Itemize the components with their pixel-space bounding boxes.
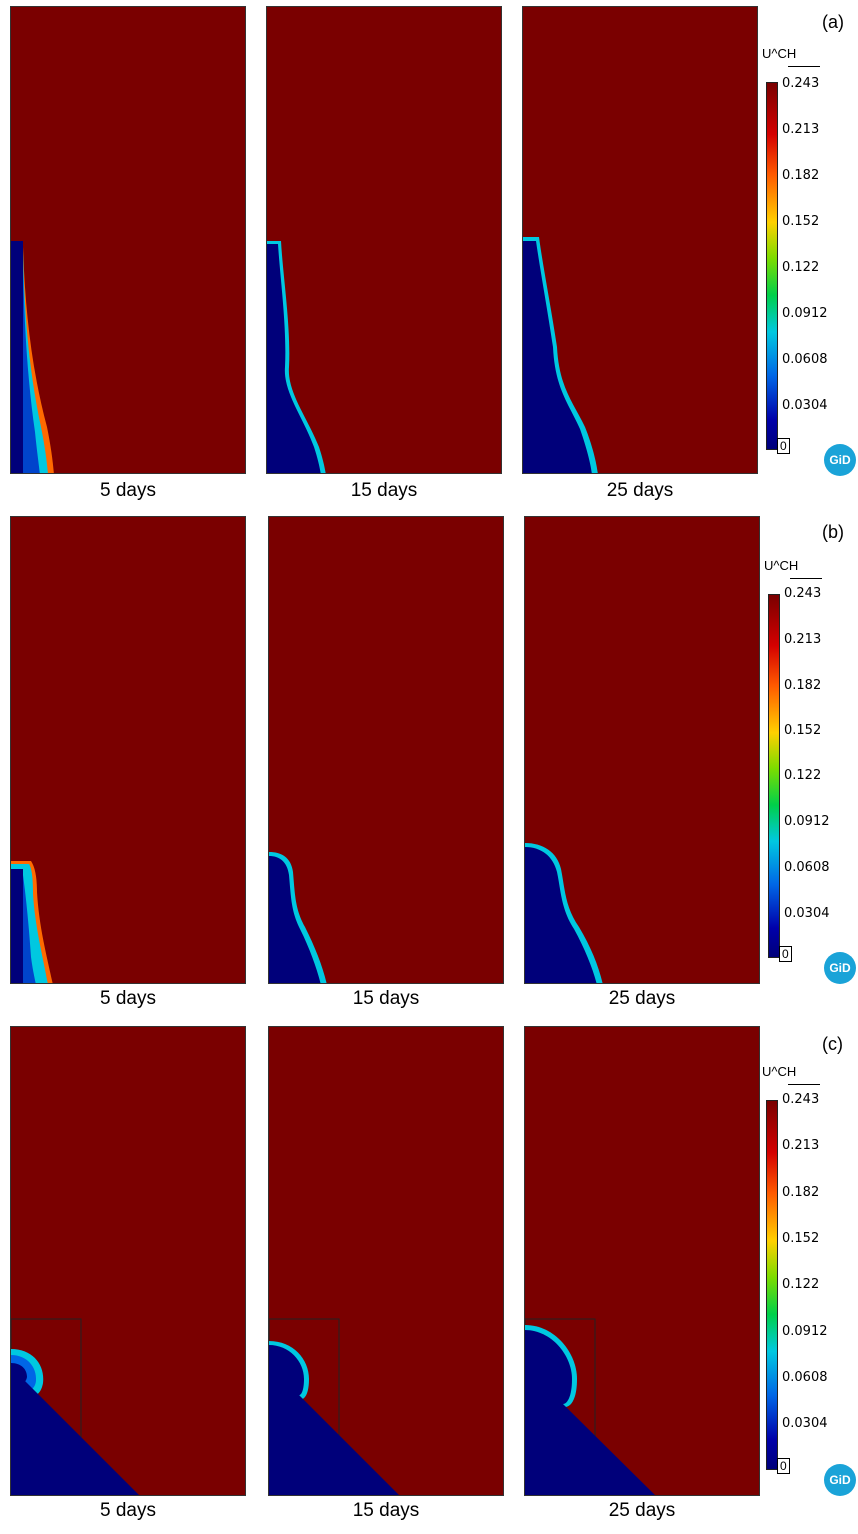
colorbar-tick: 0.0608: [782, 1370, 828, 1385]
caption-a-15-days: 15 days: [350, 480, 418, 501]
colorbar-gradient: [768, 594, 780, 958]
colorbar-tick: 0.213: [784, 632, 822, 647]
colorbar-tick: 0.152: [782, 214, 820, 229]
colorbar-tick: 0.0912: [782, 306, 828, 321]
panel-c-5-days: [10, 1026, 246, 1496]
row-b: 5 days 15 days 25 days (b) U^CH 0.243 0.…: [0, 516, 858, 1024]
colorbar-min-label: 0: [777, 438, 790, 454]
panel-label-a: (a): [822, 12, 844, 32]
caption-b-5-days: 5 days: [100, 988, 156, 1009]
colorbar-tick: 0.182: [784, 678, 822, 693]
colorbar-tick: 0.152: [784, 723, 822, 738]
colorbar-tick: 0.243: [782, 76, 820, 91]
panel-a-15-days: [266, 6, 502, 474]
colorbar-b: U^CH 0.243 0.213 0.182 0.152 0.122 0.091…: [762, 558, 858, 978]
panel-c-25-days: [524, 1026, 760, 1496]
panel-c-15-days: [268, 1026, 504, 1496]
colorbar-tick: 0.0304: [782, 1416, 828, 1431]
colorbar-tick: 0.0912: [782, 1324, 828, 1339]
colorbar-tick: 0.122: [782, 260, 820, 275]
colorbar-tick: 0.213: [782, 122, 820, 137]
colorbar-gradient: [766, 1100, 778, 1470]
colorbar-tick: 0.243: [782, 1092, 820, 1107]
colorbar-tick: 0.0912: [784, 814, 830, 829]
colorbar-title: U^CH: [764, 558, 799, 573]
colorbar-title-rule: [790, 578, 822, 579]
colorbar-tick: 0.213: [782, 1138, 820, 1153]
colorbar-tick: 0.122: [782, 1277, 820, 1292]
colorbar-tick: 0.152: [782, 1231, 820, 1246]
row-c: 5 days 15 days 25 days (c) U^CH 0.243 0.…: [0, 1026, 858, 1534]
colorbar-title-rule: [788, 1084, 820, 1085]
colorbar-c: U^CH 0.243 0.213 0.182 0.152 0.122 0.091…: [760, 1064, 858, 1484]
colorbar-tick: 0.243: [784, 586, 822, 601]
colorbar-tick: 0.122: [784, 768, 822, 783]
panel-b-25-days: [524, 516, 760, 984]
gid-logo-icon: GiD: [824, 1464, 856, 1496]
colorbar-tick: 0.182: [782, 1185, 820, 1200]
caption-a-25-days: 25 days: [606, 480, 674, 501]
gid-logo-icon: GiD: [824, 444, 856, 476]
colorbar-tick: 0.0608: [782, 352, 828, 367]
colorbar-tick: 0.182: [782, 168, 820, 183]
panel-label-c: (c): [822, 1034, 843, 1054]
colorbar-gradient: [766, 82, 778, 450]
colorbar-a: U^CH 0.243 0.213 0.182 0.152 0.122 0.091…: [760, 46, 858, 466]
colorbar-title: U^CH: [762, 46, 797, 61]
panel-label-b: (b): [822, 522, 844, 542]
colorbar-min-label: 0: [777, 1458, 790, 1474]
caption-a-5-days: 5 days: [100, 480, 156, 501]
caption-b-15-days: 15 days: [352, 988, 420, 1009]
panel-a-5-days: [10, 6, 246, 474]
caption-b-25-days: 25 days: [608, 988, 676, 1009]
panel-a-25-days: [522, 6, 758, 474]
row-a: 5 days 15 days 25 days (a) U^CH 0.243 0.…: [0, 6, 858, 514]
colorbar-tick: 0.0304: [782, 398, 828, 413]
caption-c-5-days: 5 days: [100, 1500, 156, 1521]
panel-b-15-days: [268, 516, 504, 984]
caption-c-25-days: 25 days: [608, 1500, 676, 1521]
colorbar-title: U^CH: [762, 1064, 797, 1079]
colorbar-tick: 0.0304: [784, 906, 830, 921]
caption-c-15-days: 15 days: [352, 1500, 420, 1521]
colorbar-tick: 0.0608: [784, 860, 830, 875]
panel-b-5-days: [10, 516, 246, 984]
colorbar-min-label: 0: [779, 946, 792, 962]
gid-logo-icon: GiD: [824, 952, 856, 984]
colorbar-title-rule: [788, 66, 820, 67]
